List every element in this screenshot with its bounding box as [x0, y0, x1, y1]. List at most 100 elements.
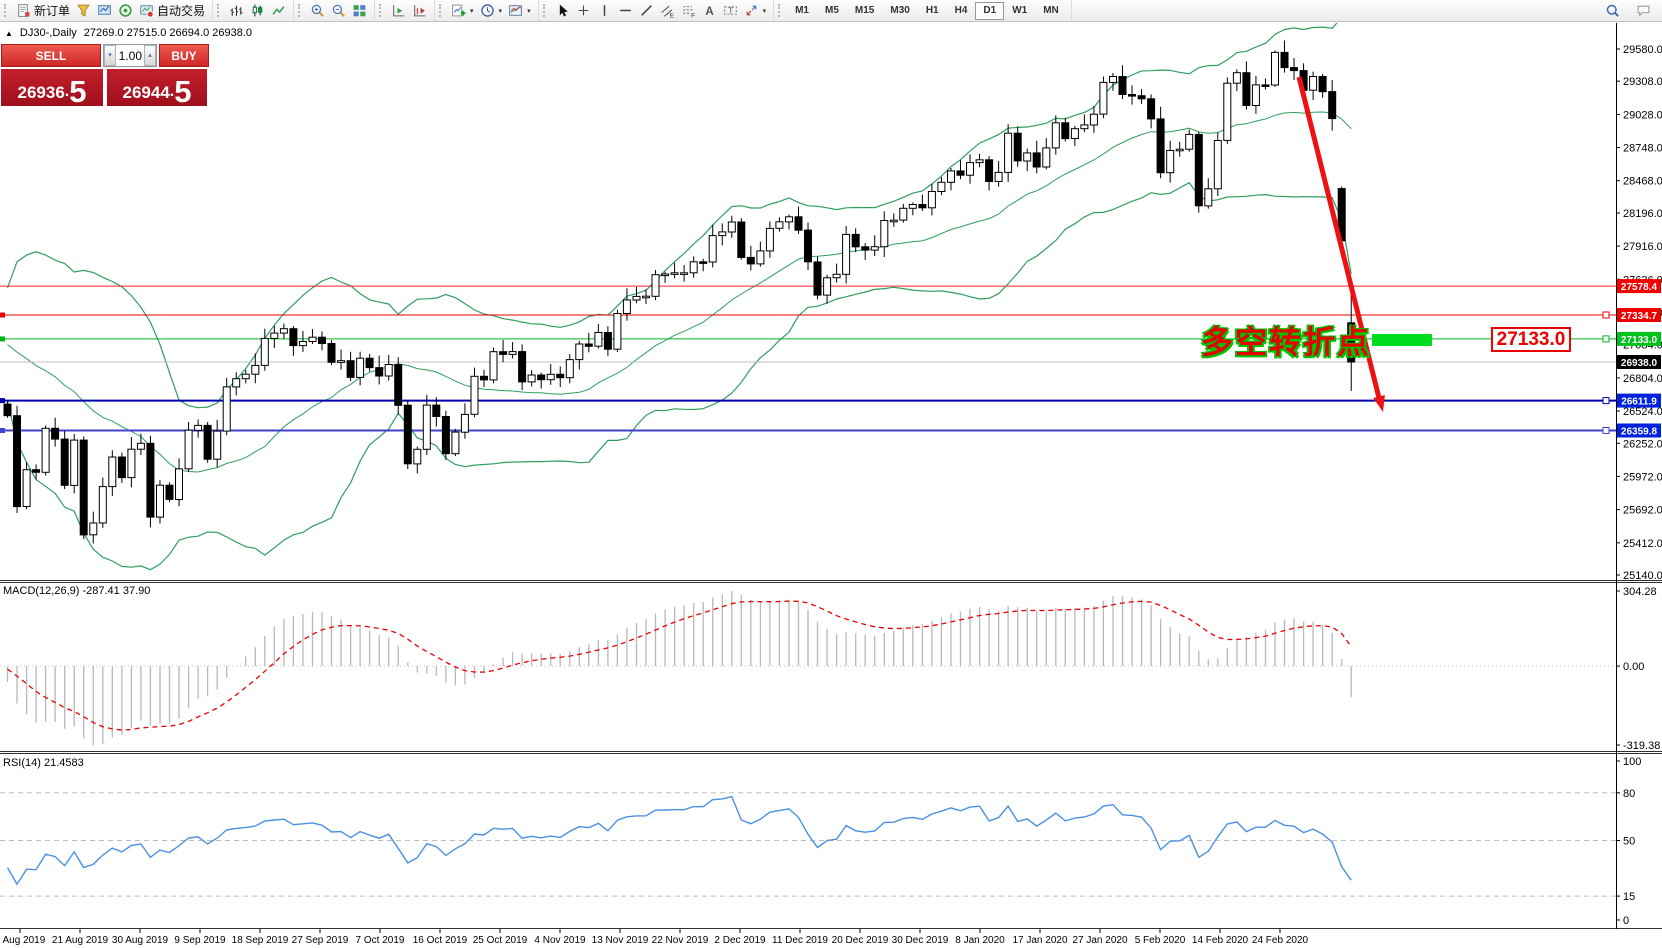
- line-anchor-left[interactable]: [0, 336, 5, 342]
- tile-windows-button[interactable]: [349, 2, 370, 19]
- date-label: 7 Oct 2019: [356, 935, 405, 946]
- candle-body: [785, 216, 793, 223]
- timeframe-button-H1[interactable]: H1: [925, 4, 939, 16]
- candle-body: [746, 256, 755, 265]
- text-button[interactable]: A: [699, 2, 720, 19]
- annotation-text[interactable]: 多空转折点: [1201, 324, 1372, 360]
- candle-body: [194, 424, 203, 431]
- line-chart-icon: [271, 3, 286, 18]
- chat-button[interactable]: [1633, 2, 1654, 19]
- rsi-indicator-label: RSI(14) 21.4583: [3, 757, 84, 769]
- sell-price[interactable]: 26936. 5: [1, 69, 103, 107]
- arrows-button[interactable]: ▾: [741, 2, 770, 19]
- candle-body: [165, 484, 174, 500]
- candle-body: [813, 261, 822, 296]
- new-order-button[interactable]: 新订单: [13, 1, 73, 20]
- cursor-button[interactable]: [552, 2, 573, 19]
- macd-panel: [0, 591, 1616, 745]
- market-watch-button[interactable]: [94, 2, 115, 19]
- charts-button[interactable]: [73, 2, 94, 19]
- annotation-price-box[interactable]: 27133.0: [1491, 327, 1571, 352]
- toolbar-grip[interactable]: [778, 4, 783, 17]
- line-anchor-left[interactable]: [0, 312, 5, 318]
- timeframe-button-H4[interactable]: H4: [954, 4, 968, 16]
- annotation-arrow-line[interactable]: [1296, 76, 1382, 399]
- label-button[interactable]: T: [720, 2, 741, 19]
- line-anchor-right[interactable]: [1602, 397, 1610, 405]
- indicators-button[interactable]: ▾: [448, 2, 477, 19]
- candle-body: [1042, 147, 1051, 168]
- line-anchor-left[interactable]: [0, 428, 5, 433]
- autotrading-icon: [139, 3, 154, 18]
- autotrading-button[interactable]: 自动交易: [136, 1, 208, 20]
- toolbar-grip[interactable]: [217, 4, 222, 17]
- candle-body: [1023, 152, 1032, 162]
- timeframe-button-M1[interactable]: M1: [795, 4, 809, 16]
- timeframe-button-D1[interactable]: D1: [975, 1, 1005, 20]
- fibonacci-button[interactable]: F: [678, 2, 699, 19]
- timeframe-button-MN[interactable]: MN: [1043, 4, 1059, 16]
- trendline-button[interactable]: [636, 2, 657, 19]
- zoom-out-button[interactable]: [328, 2, 349, 19]
- timeframe-button-M15[interactable]: M15: [854, 4, 875, 16]
- auto-scroll-button[interactable]: [388, 2, 409, 19]
- candle-body: [441, 416, 450, 455]
- candle-body: [889, 219, 898, 223]
- candle-body: [1013, 132, 1022, 162]
- timeframe-button-M5[interactable]: M5: [825, 4, 839, 16]
- buy-button[interactable]: BUY: [159, 44, 209, 67]
- navigator-icon: [118, 3, 133, 18]
- periods-button[interactable]: ▾: [477, 2, 506, 19]
- candle-body: [146, 442, 155, 518]
- candlestick-button[interactable]: [247, 2, 268, 19]
- volume-decrease-button[interactable]: ▾: [104, 45, 116, 66]
- line-anchor-right[interactable]: [1602, 335, 1610, 343]
- horizontal-line-icon: [618, 3, 633, 18]
- toolbar-grip[interactable]: [298, 4, 303, 17]
- price-tick-label: 25692.0: [1623, 505, 1662, 517]
- templates-button[interactable]: ▾: [505, 2, 534, 19]
- candle-body: [670, 272, 679, 275]
- zoom-in-button[interactable]: [307, 2, 328, 19]
- annotation-highlight-bar[interactable]: [1372, 334, 1432, 346]
- line-anchor-right[interactable]: [1602, 427, 1610, 434]
- toolbar-grip[interactable]: [439, 4, 444, 17]
- candle-body: [318, 336, 326, 345]
- chevron-down-icon: ▾: [527, 7, 531, 15]
- candle-body: [337, 360, 345, 363]
- candle-body: [156, 484, 164, 518]
- vertical-line-button[interactable]: [594, 2, 615, 19]
- line-anchor-left[interactable]: [0, 398, 5, 404]
- volume-increase-button[interactable]: ▴: [144, 45, 156, 66]
- collapse-triangle-icon[interactable]: ▲: [5, 28, 13, 38]
- toolbar-grip[interactable]: [379, 4, 384, 17]
- timeframe-button-M30[interactable]: M30: [890, 4, 910, 16]
- timeframe-button-W1[interactable]: W1: [1012, 4, 1028, 16]
- sell-button[interactable]: SELL: [1, 44, 101, 67]
- search-button[interactable]: [1602, 2, 1623, 19]
- navigator-button[interactable]: [115, 2, 136, 19]
- candle-body: [1147, 98, 1156, 120]
- svg-text:A: A: [705, 5, 714, 18]
- price-tick-label: 25412.0: [1623, 538, 1662, 550]
- bar-chart-button[interactable]: [226, 2, 247, 19]
- line-anchor-right[interactable]: [1602, 311, 1610, 319]
- toolbar-grip[interactable]: [542, 4, 548, 17]
- toolbar-group-0: 新订单 自动交易: [0, 0, 214, 21]
- crosshair-button[interactable]: [573, 2, 594, 19]
- horizontal-line-button[interactable]: [615, 2, 636, 19]
- annotation-arrow-head[interactable]: [1373, 395, 1385, 412]
- line-chart-button[interactable]: [268, 2, 289, 19]
- date-label: 27 Sep 2019: [292, 935, 349, 946]
- price-scale[interactable]: 29580.0 29308.0 29028.0 28748.0 28468.0 28196…: [1616, 44, 1662, 927]
- buy-price[interactable]: 26944. 5: [107, 69, 207, 107]
- volume-input[interactable]: 1.00: [118, 49, 142, 63]
- candle-body: [127, 448, 136, 479]
- candle-body: [117, 456, 126, 479]
- toolbar-group-3: [375, 0, 436, 21]
- toolbar-grip[interactable]: [4, 4, 9, 17]
- equidistant-channel-button[interactable]: E: [657, 2, 678, 19]
- chart-shift-button[interactable]: [409, 2, 430, 19]
